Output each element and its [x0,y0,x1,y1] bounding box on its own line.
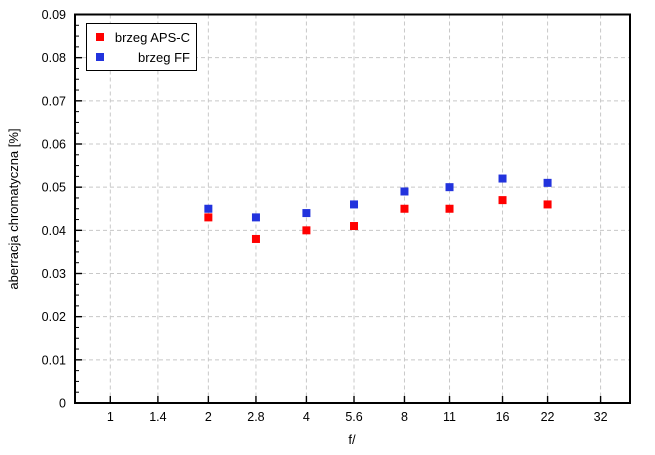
y-tick-label: 0.06 [42,138,66,152]
legend: brzeg APS-C brzeg FF [86,23,197,71]
data-point-brzeg-ff [445,183,454,192]
x-tick-label: 2.8 [247,410,264,424]
y-tick-label: 0.02 [42,310,66,324]
legend-marker-square-blue-icon [96,53,104,61]
x-tick-label: 2 [205,410,212,424]
x-tick-label: 22 [541,410,555,424]
data-point-brzeg-aps-c [251,234,260,243]
x-tick-label: 1 [107,410,114,424]
data-point-brzeg-aps-c [400,204,409,213]
y-tick-label: 0.01 [42,353,66,367]
x-tick-label: 11 [443,410,456,424]
data-point-brzeg-ff [251,213,260,222]
x-tick-label: 8 [401,410,408,424]
y-tick-label: 0.05 [42,181,66,195]
data-point-brzeg-ff [302,209,311,218]
x-tick-label: 1.4 [149,410,166,424]
data-point-brzeg-aps-c [204,213,213,222]
data-point-brzeg-ff [204,204,213,213]
x-tick-label: 16 [496,410,510,424]
y-tick-label: 0.03 [42,267,66,281]
y-tick-label: 0.09 [42,8,66,22]
data-point-brzeg-aps-c [498,196,507,205]
y-axis-title: aberracja chromatyczna [%] [6,128,21,289]
legend-item-aps-c: brzeg APS-C [94,27,190,47]
data-point-brzeg-ff [350,200,359,209]
data-point-brzeg-ff [400,187,409,196]
legend-marker-square-red-icon [96,33,104,41]
data-point-brzeg-ff [498,174,507,183]
data-point-brzeg-aps-c [543,200,552,209]
y-tick-label: 0.07 [42,94,66,108]
data-point-brzeg-aps-c [302,226,311,235]
legend-label: brzeg FF [137,49,190,65]
legend-label: brzeg APS-C [114,29,190,45]
x-axis-title: f/ [348,432,356,447]
x-tick-label: 4 [303,410,310,424]
data-point-brzeg-ff [543,178,552,187]
y-tick-label: 0.08 [42,51,66,65]
x-tick-label: 32 [594,410,608,424]
legend-item-ff: brzeg FF [94,47,190,67]
y-tick-label: 0.04 [42,224,66,238]
data-point-brzeg-aps-c [350,222,359,231]
x-tick-label: 5.6 [345,410,362,424]
y-tick-label: 0 [59,397,66,411]
data-point-brzeg-aps-c [445,204,454,213]
